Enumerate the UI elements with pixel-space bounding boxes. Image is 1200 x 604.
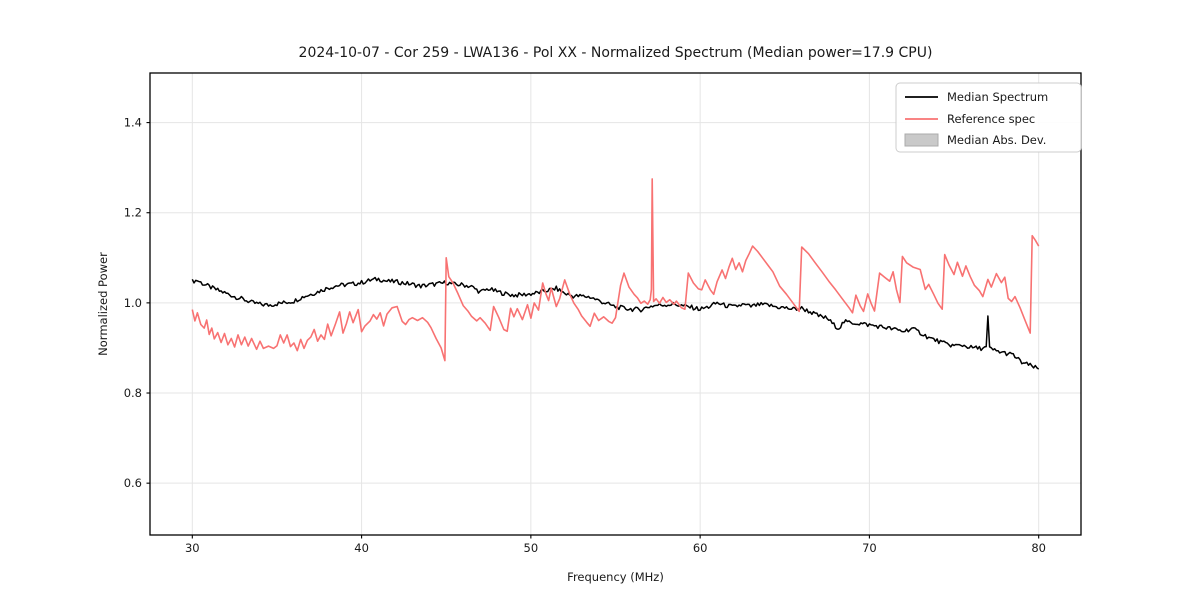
legend-label-median-abs-dev: Median Abs. Dev. <box>947 133 1046 147</box>
plot-border <box>149 72 1082 536</box>
x-tick-label: 30 <box>185 541 200 555</box>
x-tick-label: 80 <box>1031 541 1046 555</box>
median-spectrum-line <box>191 276 1040 370</box>
y-tick-label: 1.0 <box>124 296 142 310</box>
legend-box <box>895 82 1082 153</box>
tick-layer: 30 40 50 60 70 80 0.6 0.8 1.0 1.2 1.4 <box>124 116 1046 555</box>
x-tick-label: 60 <box>693 541 708 555</box>
legend-item-median-spectrum: Median Spectrum <box>905 90 1048 104</box>
legend-item-reference-spec: Reference spec <box>905 112 1035 126</box>
legend-item-median-abs-dev: Median Abs. Dev. <box>904 133 1046 147</box>
reference-spec-line <box>191 178 1040 362</box>
y-tick-label: 1.4 <box>124 116 142 130</box>
x-tick-label: 50 <box>524 541 539 555</box>
y-tick-label: 0.8 <box>124 386 142 400</box>
series-layer <box>191 178 1040 370</box>
x-axis-label: Frequency (MHz) <box>567 570 664 584</box>
legend-label-median-spectrum: Median Spectrum <box>947 90 1048 104</box>
legend-label-reference-spec: Reference spec <box>947 112 1035 126</box>
median-abs-dev-swatch <box>904 133 939 147</box>
legend: Median Spectrum Reference spec Median Ab… <box>895 82 1082 153</box>
y-axis-label: Normalized Power <box>96 252 110 356</box>
x-tick-label: 40 <box>354 541 369 555</box>
chart-title: 2024-10-07 - Cor 259 - LWA136 - Pol XX -… <box>299 45 933 61</box>
x-tick-label: 70 <box>862 541 877 555</box>
y-tick-label: 1.2 <box>124 206 142 220</box>
y-tick-label: 0.6 <box>124 476 142 490</box>
